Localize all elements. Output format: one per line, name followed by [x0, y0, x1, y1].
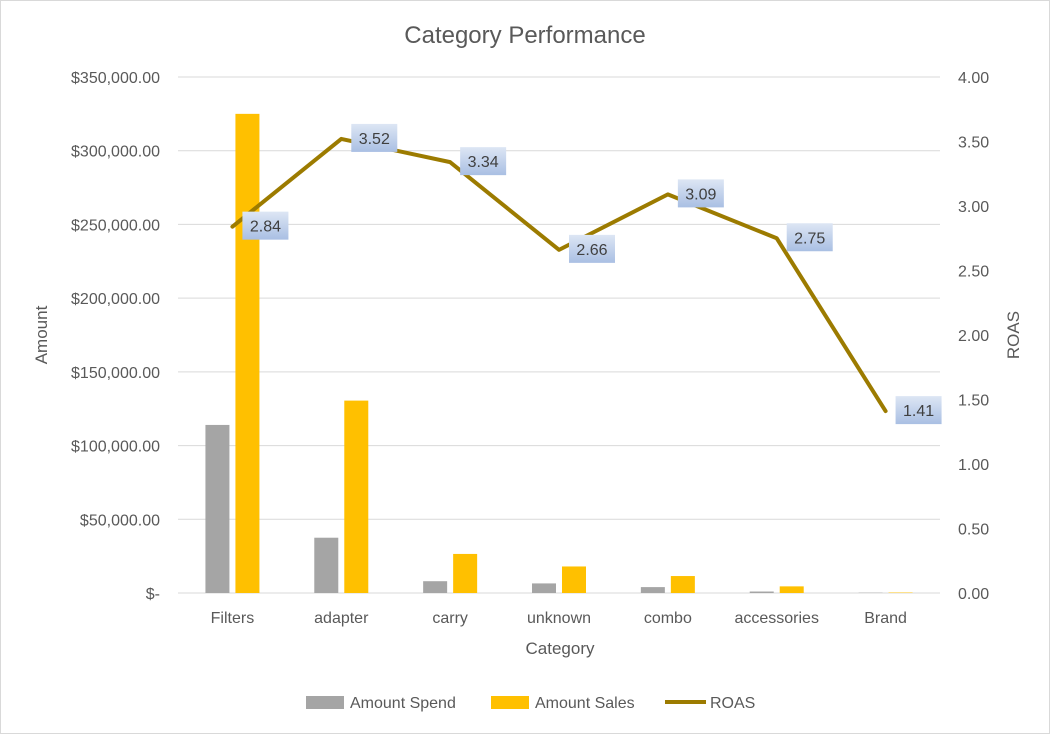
y2-tick-label: 2.50: [958, 264, 989, 281]
legend-swatch-amount-sales: [491, 696, 529, 709]
bar-amount-sales: [779, 586, 804, 593]
y-tick-label: $-: [146, 586, 160, 603]
legend-label-roas: ROAS: [710, 695, 755, 712]
gridlines: [178, 76, 940, 594]
y2-tick-label: 4.00: [958, 70, 989, 87]
roas-data-label: 2.66: [576, 242, 607, 259]
y2-axis-ticks: 0.00 0.50 1.00 1.50 2.00 2.50 3.00 3.50 4.00: [958, 70, 989, 603]
y2-tick-label: 0.50: [958, 522, 989, 539]
bar-amount-spend: [205, 424, 230, 593]
bar-amount-sales: [235, 113, 260, 593]
y-tick-label: $300,000.00: [71, 144, 160, 161]
roas-data-label-box: [895, 396, 942, 425]
x-tick-label: carry: [432, 610, 468, 627]
roas-data-label-box: [460, 147, 507, 176]
bar-amount-sales: [670, 576, 695, 593]
roas-data-label: 2.75: [794, 230, 825, 247]
x-tick-label: accessories: [734, 610, 818, 627]
roas-line: [230, 136, 888, 414]
y-tick-label: $150,000.00: [71, 365, 160, 382]
x-tick-label: Filters: [211, 610, 255, 627]
y2-tick-label: 3.00: [958, 199, 989, 216]
y-tick-label: $50,000.00: [80, 512, 160, 529]
bar-amount-spend: [423, 581, 448, 593]
chart-title: Category Performance: [404, 22, 645, 49]
x-axis-title: Category: [526, 639, 595, 658]
roas-data-label: 3.09: [685, 186, 716, 203]
bar-amount-spend: [640, 587, 665, 593]
y-tick-label: $100,000.00: [71, 439, 160, 456]
roas-data-label: 3.52: [359, 131, 390, 148]
legend: Amount Spend Amount Sales ROAS: [306, 695, 755, 712]
y2-axis-title: ROAS: [1004, 311, 1023, 359]
x-tick-label: Brand: [864, 610, 907, 627]
y2-tick-label: 1.50: [958, 393, 989, 410]
y2-tick-label: 2.00: [958, 328, 989, 345]
y2-tick-label: 0.00: [958, 586, 989, 603]
roas-data-label: 3.34: [468, 154, 499, 171]
legend-swatch-amount-spend: [306, 696, 344, 709]
legend-label-amount-sales: Amount Sales: [535, 695, 635, 712]
y-axis-title: Amount: [32, 305, 51, 364]
bar-amount-sales: [562, 566, 586, 593]
roas-data-label-box: [786, 223, 833, 252]
roas-series-line: [230, 136, 888, 414]
bars: [205, 113, 913, 593]
roas-data-label-box: [569, 234, 615, 263]
bar-amount-spend: [749, 591, 774, 593]
roas-data-label-box: [351, 123, 398, 152]
roas-data-label-box: [242, 211, 289, 240]
bar-amount-sales: [344, 400, 369, 593]
legend-label-amount-spend: Amount Spend: [350, 695, 456, 712]
y2-tick-label: 1.00: [958, 457, 989, 474]
roas-data-label: 1.41: [903, 403, 934, 420]
bar-amount-spend: [532, 583, 556, 593]
x-axis-ticks: Filters adapter carry unknown combo accessori…: [211, 610, 907, 627]
x-tick-label: unknown: [527, 610, 591, 627]
y-tick-label: $350,000.00: [71, 70, 160, 87]
y-tick-label: $200,000.00: [71, 291, 160, 308]
y2-tick-label: 3.50: [958, 135, 989, 152]
roas-data-label: 2.84: [250, 219, 281, 236]
roas-data-label-box: [677, 179, 724, 208]
bar-amount-spend: [314, 537, 339, 593]
bar-amount-sales: [453, 553, 478, 593]
x-tick-label: combo: [644, 610, 692, 627]
y-axis-ticks: $- $50,000.00 $100,000.00 $150,000.00 $200,0…: [71, 70, 160, 603]
y-tick-label: $250,000.00: [71, 217, 160, 234]
roas-data-labels: 2.84 3.52 3.34 2.66 3.09 2.75 1.41: [242, 123, 942, 425]
x-tick-label: adapter: [314, 610, 369, 627]
